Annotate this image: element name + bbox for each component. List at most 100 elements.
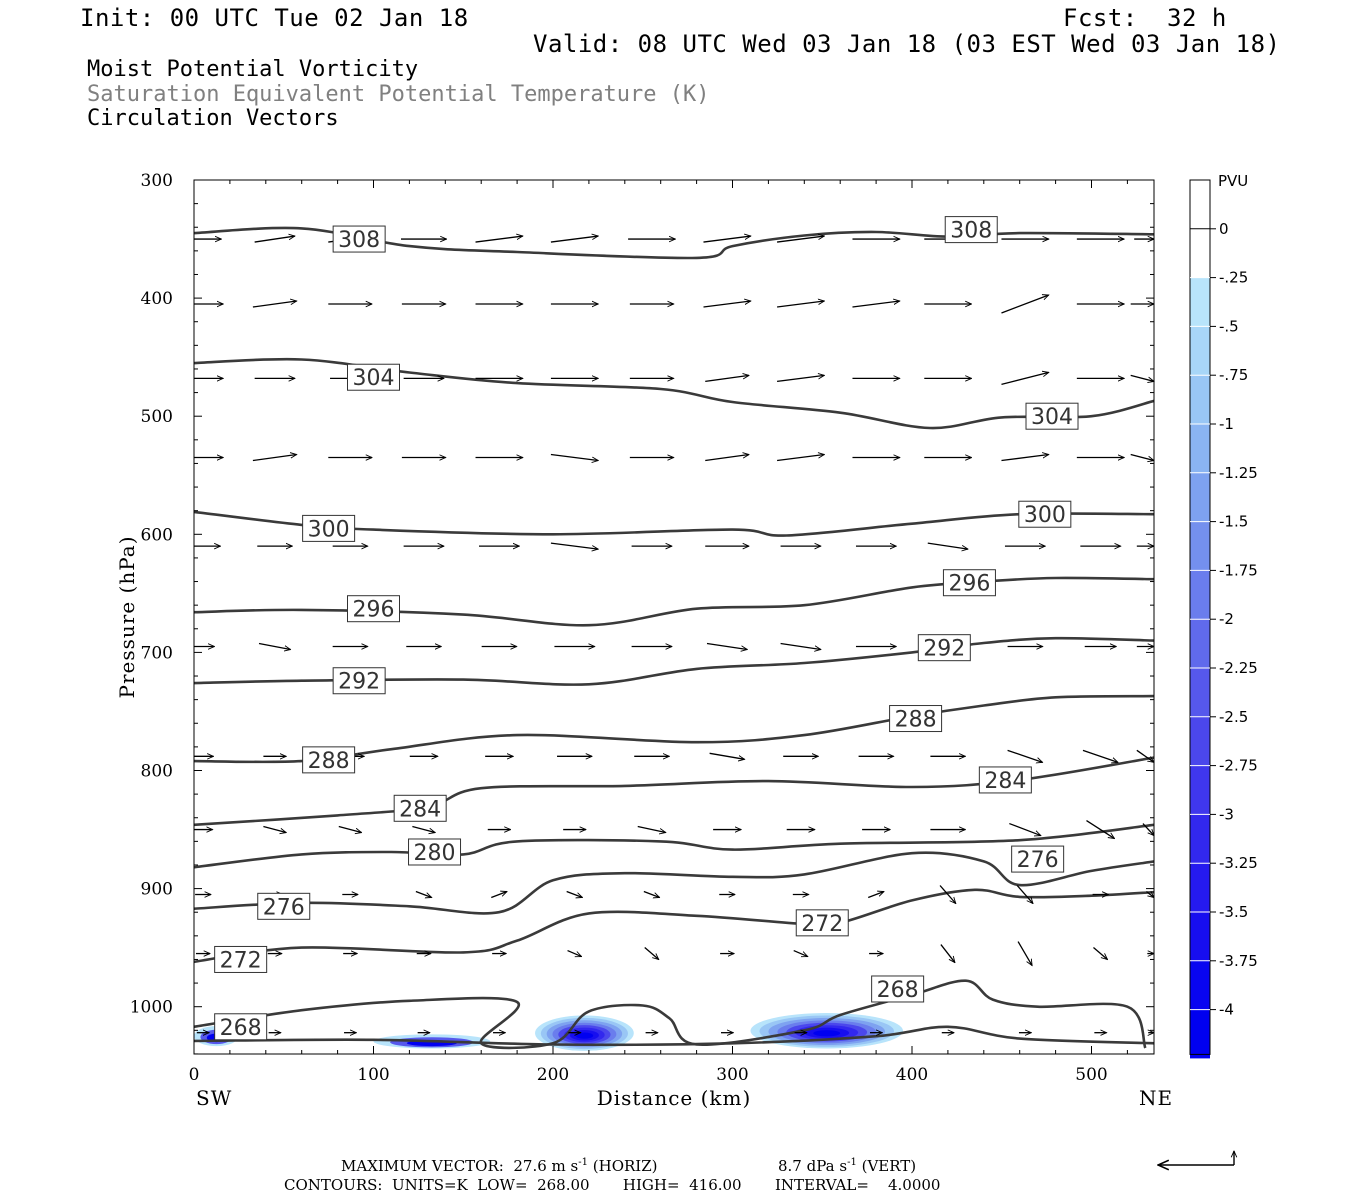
contour-label-284: 284: [984, 769, 1026, 794]
vector-arrow: [780, 642, 821, 649]
vector-arrow: [703, 301, 750, 308]
colorbar-cell: [1190, 716, 1210, 766]
colorbar-tick-label: -1.75: [1219, 561, 1258, 579]
ne-end-label: NE: [1139, 1086, 1173, 1110]
contour-label-300: 300: [308, 517, 350, 542]
contour-label-300: 300: [1024, 503, 1066, 528]
y-tick-label: 700: [141, 643, 173, 663]
vector-arrow: [1142, 823, 1154, 836]
vector-arrow: [637, 825, 666, 833]
contour-label-box: [347, 595, 400, 623]
x-tick-label: 200: [537, 1065, 569, 1085]
vector-arrow: [258, 642, 291, 649]
horiz-tag: (HORIZ): [592, 1157, 658, 1175]
theta-e-contours: [194, 226, 1154, 1050]
vector-arrow: [1007, 749, 1043, 762]
contour-label-304: 304: [353, 366, 395, 391]
colorbar-tick-label: -.5: [1219, 317, 1239, 335]
contour-label-box: [944, 216, 998, 244]
vector-arrow: [412, 825, 435, 833]
vector-arrow: [706, 642, 747, 649]
contour-label-308: 308: [950, 219, 992, 244]
vector-arrow: [550, 453, 598, 461]
x-tick-label: 100: [357, 1065, 389, 1085]
vert-tag: (VERT): [861, 1157, 917, 1175]
colorbar-cell: [1190, 277, 1210, 327]
contour-label-box: [214, 945, 268, 973]
x-tick-label: 300: [716, 1065, 748, 1085]
field-title-vectors: Circulation Vectors: [87, 106, 339, 131]
colorbar-cell: [1190, 228, 1210, 278]
contour-label-box: [332, 667, 386, 695]
vector-arrow: [939, 885, 956, 904]
contour-label-304: 304: [1031, 405, 1073, 430]
forecast-hour: 32 h: [1167, 4, 1227, 32]
y-tick-label: 600: [141, 525, 173, 545]
x-tick-label: 400: [896, 1065, 928, 1085]
contour-label-268: 268: [220, 1016, 262, 1041]
vert-exponent: -1: [847, 1157, 857, 1168]
contour-label-box: [1011, 845, 1065, 873]
contour-label-box: [917, 634, 971, 662]
vector-arrow: [1130, 374, 1154, 381]
contour-label-292: 292: [338, 670, 380, 695]
contour-label-288: 288: [308, 749, 350, 774]
contour-label-276: 276: [1017, 848, 1059, 873]
contour-label-box: [214, 1013, 268, 1041]
colorbar-cell: [1190, 912, 1210, 961]
init-time: Init: 00 UTC Tue 02 Jan 18: [80, 4, 469, 32]
contour-label-280: 280: [414, 841, 456, 866]
vector-arrow: [491, 892, 507, 899]
contour-label-308: 308: [338, 228, 380, 253]
vector-arrow: [1136, 749, 1154, 762]
contour-label-box: [795, 909, 849, 937]
pv-patch-3-level-7: [813, 1030, 841, 1037]
vector-arrow: [777, 236, 824, 243]
colorbar-tick-label: -2: [1219, 610, 1234, 628]
vector-arrow: [709, 752, 745, 759]
y-tick-label: 500: [141, 407, 173, 427]
vector-arrow: [1093, 947, 1107, 960]
vector-arrow: [927, 542, 968, 549]
contour-surface-11: [194, 1025, 1154, 1047]
vector-arrow: [252, 301, 297, 308]
colorbar-cell: [1190, 668, 1210, 717]
vector-arrow: [1001, 455, 1048, 462]
vector-arrow: [643, 890, 660, 898]
vector-arrow: [1017, 941, 1032, 966]
contour-label-272: 272: [801, 912, 843, 937]
vector-arrow: [777, 375, 824, 383]
vector-arrow: [867, 892, 884, 899]
vector-arrow: [550, 236, 598, 243]
contour-label-box: [332, 225, 386, 253]
x-tick-label: 500: [1075, 1065, 1107, 1085]
contour-label-box: [942, 569, 996, 597]
colorbar-cell: [1190, 814, 1210, 864]
vector-arrow: [475, 236, 523, 243]
reference-vector: [1158, 1151, 1234, 1165]
colorbar-tick-label: 0: [1219, 220, 1229, 238]
colorbar-cell: [1190, 765, 1210, 815]
colorbar-tick-label: -3.5: [1219, 903, 1248, 921]
contour-label-box: [393, 794, 447, 822]
colorbar-frame: [1189, 179, 1211, 1055]
y-tick-label: 1000: [130, 998, 173, 1018]
vector-arrow: [703, 236, 750, 243]
max-vector-line: MAXIMUM VECTOR: 27.6 m s-1 (HORIZ): [341, 1157, 658, 1175]
contour-label-box: [302, 514, 356, 542]
x-tick-label: 0: [189, 1065, 200, 1085]
contour-label-268: 268: [877, 978, 919, 1003]
colorbar-tick-label: -2.75: [1219, 757, 1258, 775]
field-title-mpv: Moist Potential Vorticity: [87, 57, 419, 82]
vector-arrow: [852, 301, 899, 308]
colorbar-cell: [1190, 521, 1210, 571]
colorbar-cell: [1190, 619, 1210, 668]
vector-arrow: [644, 947, 659, 960]
contour-label-288: 288: [895, 708, 937, 733]
colorbar-cell: [1190, 424, 1210, 473]
contour-label-box: [408, 838, 462, 866]
pv-patch-2-level-7: [575, 1032, 594, 1039]
colorbar-tick-label: -.75: [1219, 366, 1248, 384]
contour-label-box: [1025, 402, 1079, 430]
